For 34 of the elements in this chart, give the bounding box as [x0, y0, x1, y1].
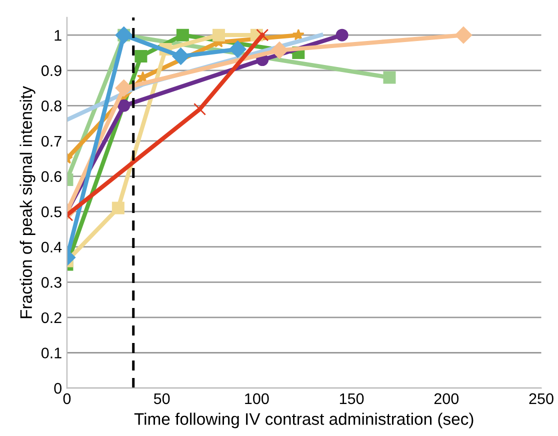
y-tick-label: 0.2: [41, 312, 62, 324]
y-tick-label: 0.6: [41, 171, 62, 182]
point: [194, 102, 206, 116]
point: [292, 28, 304, 40]
point: [256, 28, 269, 42]
x-tick-label: 100: [245, 393, 269, 404]
point: [115, 79, 132, 97]
point: [172, 48, 190, 65]
y-tick-label: 0.7: [41, 136, 62, 147]
y-tick-label: 0: [54, 382, 62, 394]
x-axis-title: Time following IV contrast administration (sec): [134, 412, 474, 428]
point: [229, 40, 246, 58]
point: [115, 26, 132, 44]
x-tick-label: 250: [529, 393, 554, 404]
y-tick-label: 1: [54, 30, 62, 41]
y-tick-label: 0.9: [41, 65, 62, 76]
point: [212, 28, 225, 42]
x-tick-label: 50: [154, 393, 170, 404]
point: [336, 28, 348, 42]
point: [134, 50, 148, 63]
y-tick-label: 0.1: [41, 348, 62, 358]
x-tick-label: 0: [63, 393, 71, 404]
point: [112, 202, 124, 214]
y-tick-label: 0.8: [41, 100, 62, 112]
y-tick-label: 0.5: [41, 206, 62, 218]
y-axis-title: Fraction of peak signal intensity: [20, 86, 36, 318]
y-tick-label: 0.4: [41, 242, 62, 253]
x-tick-label: 200: [434, 393, 459, 404]
x-tick-label: 150: [340, 393, 364, 404]
y-tick-label: 0.3: [41, 277, 62, 288]
point: [118, 99, 130, 112]
point: [176, 28, 189, 42]
point: [454, 26, 472, 44]
point: [270, 42, 288, 59]
